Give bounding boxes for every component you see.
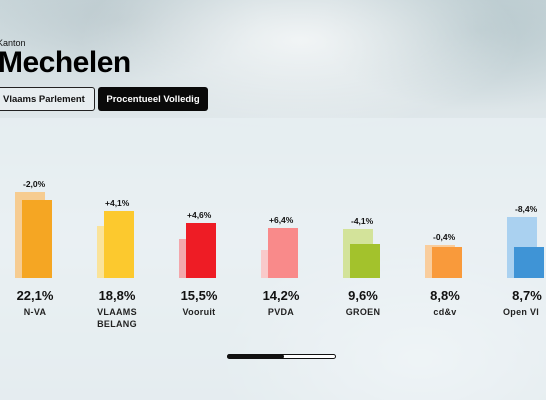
delta-label: -0,4% xyxy=(433,232,456,243)
party-label: cd&v xyxy=(433,307,457,317)
result-bar[interactable] xyxy=(104,211,134,278)
value-label: 18,8% xyxy=(98,288,136,303)
delta-label: -2,0% xyxy=(23,179,46,190)
party-label: GROEN xyxy=(345,307,381,317)
value-label: 8,7% xyxy=(512,288,542,303)
value-label: 15,5% xyxy=(180,288,218,303)
page-title: Mechelen xyxy=(0,46,131,79)
result-bar[interactable] xyxy=(514,247,544,278)
result-bar[interactable] xyxy=(186,222,216,278)
delta-label: -8,4% xyxy=(515,204,538,215)
value-label: 8,8% xyxy=(430,288,460,303)
delta-label: +6,4% xyxy=(269,214,294,225)
party-label: Open Vl xyxy=(503,307,540,317)
mode-button[interactable]: Procentueel Volledig xyxy=(98,87,208,111)
party-label: N-VA xyxy=(23,307,47,317)
result-bar[interactable] xyxy=(350,243,380,278)
kanton-label: Kanton xyxy=(0,38,26,48)
value-label: 9,6% xyxy=(348,288,378,303)
delta-label: +4,6% xyxy=(187,209,212,220)
party-label: PVDA xyxy=(267,307,295,317)
party-label: Vooruit xyxy=(182,307,216,317)
party-label: VLAAMS BELANG xyxy=(97,307,137,329)
result-bar[interactable] xyxy=(432,246,462,278)
delta-label: -4,1% xyxy=(351,216,374,227)
parliament-button[interactable]: Vlaams Parlement xyxy=(0,87,95,111)
delta-label: +4,1% xyxy=(105,198,130,209)
value-label: 14,2% xyxy=(262,288,300,303)
results-chart: -2,0% 22,1% N-VA +4,1% 18,8% VLAAMS BELANG +4,… xyxy=(0,118,546,348)
chart-scrollbar[interactable] xyxy=(227,354,336,359)
value-label: 22,1% xyxy=(16,288,54,303)
result-bar[interactable] xyxy=(22,199,52,278)
result-bar[interactable] xyxy=(268,227,298,278)
scrollbar-thumb[interactable] xyxy=(227,354,284,359)
